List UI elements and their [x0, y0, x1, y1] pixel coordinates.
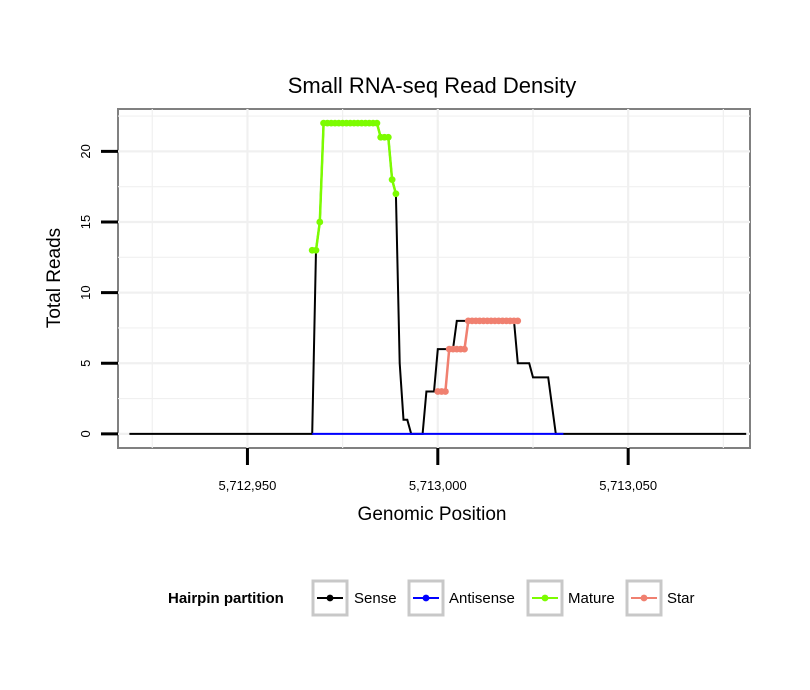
x-axis-title: Genomic Position — [358, 504, 507, 525]
legend-label: Star — [667, 590, 695, 607]
x-tick-label: 5,713,050 — [599, 478, 657, 493]
point-star — [461, 345, 468, 353]
point-mature — [312, 246, 320, 254]
y-axis: 0 5 10 15 20 — [78, 144, 118, 437]
legend-item-antisense: Antisense — [407, 579, 515, 617]
y-tick-label: 20 — [78, 144, 93, 158]
y-axis-title: Total Reads — [44, 228, 65, 328]
point-mature — [392, 190, 400, 198]
legend-key-point — [326, 594, 334, 602]
point-mature — [316, 218, 324, 226]
chart-title: Small RNA-seq Read Density — [288, 73, 577, 98]
series-layer — [129, 119, 747, 435]
x-axis: 5,712,950 5,713,000 5,713,050 — [219, 448, 657, 493]
y-tick-label: 5 — [78, 360, 93, 367]
series-star — [434, 317, 522, 395]
legend: Hairpin partition Sense Antisense Mature St… — [168, 579, 695, 617]
point-mature — [373, 119, 381, 127]
point-star — [514, 317, 522, 325]
legend-label: Mature — [568, 590, 615, 607]
y-tick-label: 0 — [78, 430, 93, 437]
legend-item-mature: Mature — [526, 579, 615, 617]
legend-key-point — [422, 594, 430, 602]
legend-label: Sense — [354, 590, 397, 607]
legend-key-point — [640, 594, 648, 602]
point-mature — [388, 176, 396, 184]
point-star — [442, 388, 449, 395]
series-mature — [308, 119, 400, 254]
x-tick-label: 5,712,950 — [219, 478, 277, 493]
plot-panel — [117, 108, 751, 449]
y-tick-label: 10 — [78, 285, 93, 299]
point-mature — [384, 133, 392, 141]
legend-item-star: Star — [625, 579, 695, 617]
legend-item-sense: Sense — [311, 579, 397, 617]
legend-title: Hairpin partition — [168, 590, 284, 607]
y-tick-label: 15 — [78, 215, 93, 229]
legend-label: Antisense — [449, 590, 515, 607]
legend-key-point — [541, 594, 549, 602]
x-tick-label: 5,713,000 — [409, 478, 467, 493]
